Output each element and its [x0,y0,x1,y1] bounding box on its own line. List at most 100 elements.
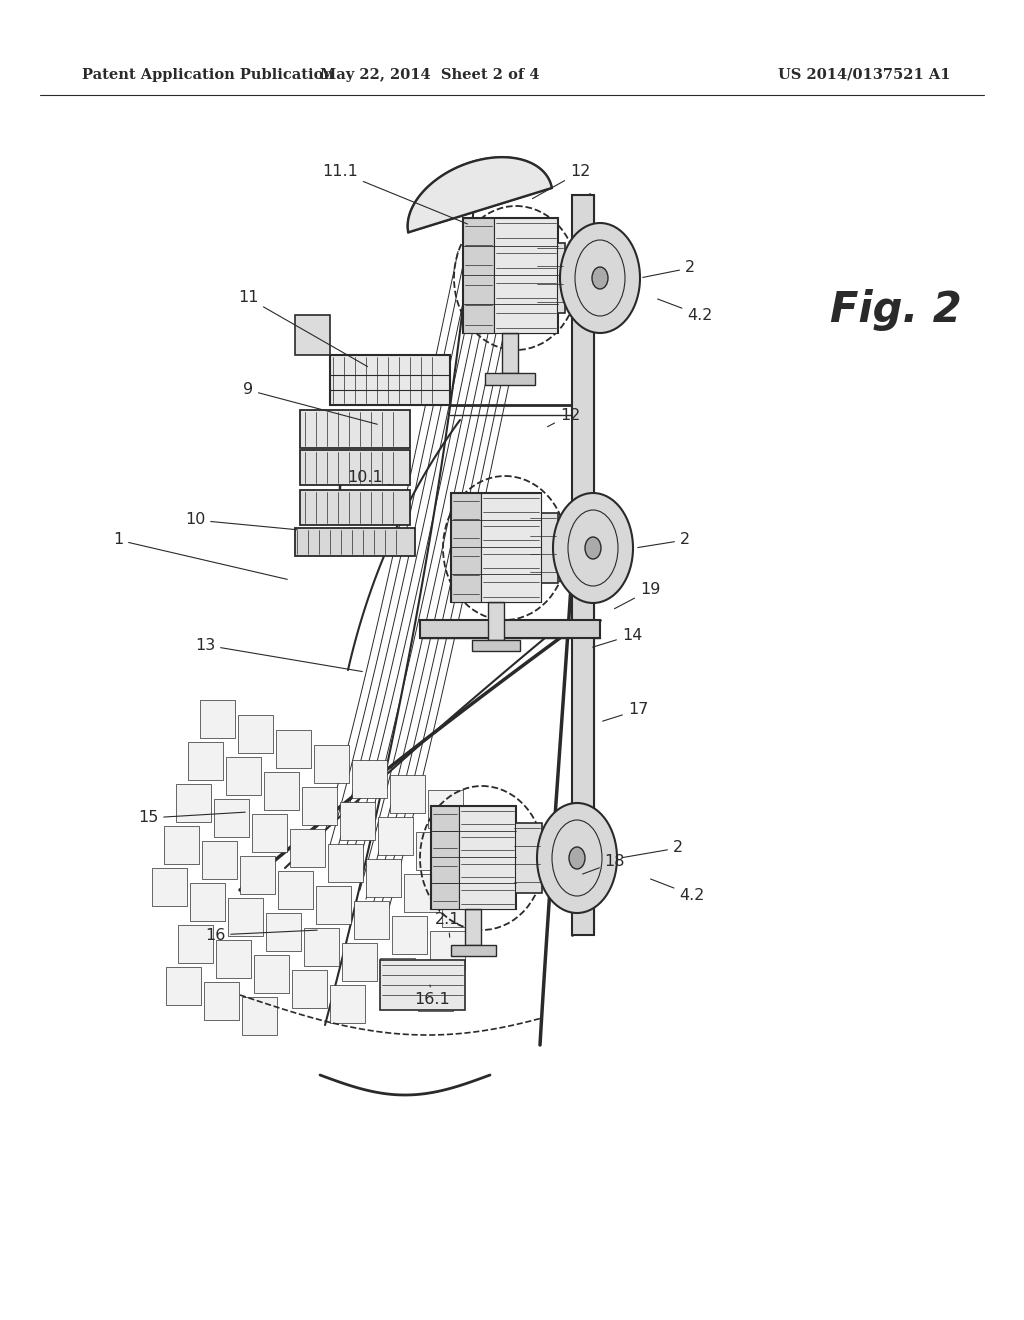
Ellipse shape [569,847,585,869]
Bar [463,218,558,333]
Bar [572,195,594,935]
Ellipse shape [553,492,633,603]
Bar [366,859,401,898]
Polygon shape [408,157,552,232]
Text: 13: 13 [195,638,362,672]
Bar [328,843,362,882]
Bar [392,916,427,954]
Bar [290,829,325,867]
Bar [240,855,275,894]
Text: 11: 11 [238,290,368,367]
Bar [200,700,234,738]
Bar [214,799,249,837]
Bar [451,945,496,956]
Bar [416,832,451,870]
Bar [459,807,515,909]
Ellipse shape [560,223,640,333]
Bar [152,869,187,906]
Bar [494,218,557,333]
Text: 4.2: 4.2 [650,879,705,903]
Bar [300,411,410,447]
Bar [302,787,337,825]
Bar [276,730,311,768]
Bar [390,775,425,813]
Bar [216,940,251,978]
Bar [254,954,289,993]
Bar [378,817,413,855]
Bar [528,513,558,583]
Text: B: B [307,469,323,487]
Bar [451,492,481,602]
Bar [190,883,225,921]
Bar [451,492,541,602]
Ellipse shape [592,267,608,289]
Bar [202,841,237,879]
Bar [295,315,330,355]
Bar [430,931,465,969]
Text: 19: 19 [614,582,660,609]
Bar [300,450,410,484]
Bar [228,898,263,936]
Bar [466,805,501,843]
Bar [340,803,375,840]
Text: 18: 18 [583,854,626,874]
Text: 4.2: 4.2 [657,300,713,322]
Bar [242,997,278,1035]
Text: 2: 2 [643,260,695,277]
Bar [330,355,450,405]
Bar [330,985,365,1023]
Bar [442,888,477,927]
Bar [488,602,504,640]
Text: 1: 1 [113,532,288,579]
Bar [226,756,261,795]
Bar [176,784,211,822]
Bar [472,640,520,651]
Text: Fig. 2: Fig. 2 [830,289,962,331]
Ellipse shape [585,537,601,558]
Bar [295,528,415,556]
Bar [164,826,199,865]
Bar [264,772,299,810]
Text: 9: 9 [243,383,377,424]
Text: 14: 14 [593,627,642,647]
Bar [178,925,213,964]
Bar [404,874,439,912]
Ellipse shape [537,803,617,913]
Text: 10: 10 [184,512,297,529]
Bar [166,968,201,1005]
Text: 2.1: 2.1 [435,912,461,937]
Bar [292,970,327,1008]
Bar [188,742,223,780]
Text: 15: 15 [138,810,245,825]
Bar [463,218,494,333]
Text: 16.1: 16.1 [414,985,450,1007]
Text: 2: 2 [638,532,690,548]
Text: 10.1: 10.1 [347,470,390,486]
Bar [465,909,481,945]
Bar [420,620,600,638]
Bar [502,333,518,374]
Bar [454,847,489,884]
Text: 2: 2 [623,841,683,858]
Bar [481,492,541,602]
Text: 17: 17 [603,702,648,721]
Bar [354,902,389,939]
Text: 12: 12 [532,165,590,198]
Bar [431,807,516,909]
Bar [278,871,313,909]
Text: 11.1: 11.1 [323,165,467,224]
Bar [352,760,387,799]
Bar [485,374,535,385]
Bar [266,913,301,950]
Bar [238,715,273,752]
Bar [204,982,239,1020]
Bar [304,928,339,966]
Bar [428,789,463,828]
Bar [431,807,459,909]
Bar [380,958,415,997]
Bar [418,973,453,1011]
Bar [380,960,465,1010]
Bar [252,814,287,851]
Text: May 22, 2014  Sheet 2 of 4: May 22, 2014 Sheet 2 of 4 [321,69,540,82]
Text: 12: 12 [548,408,581,426]
